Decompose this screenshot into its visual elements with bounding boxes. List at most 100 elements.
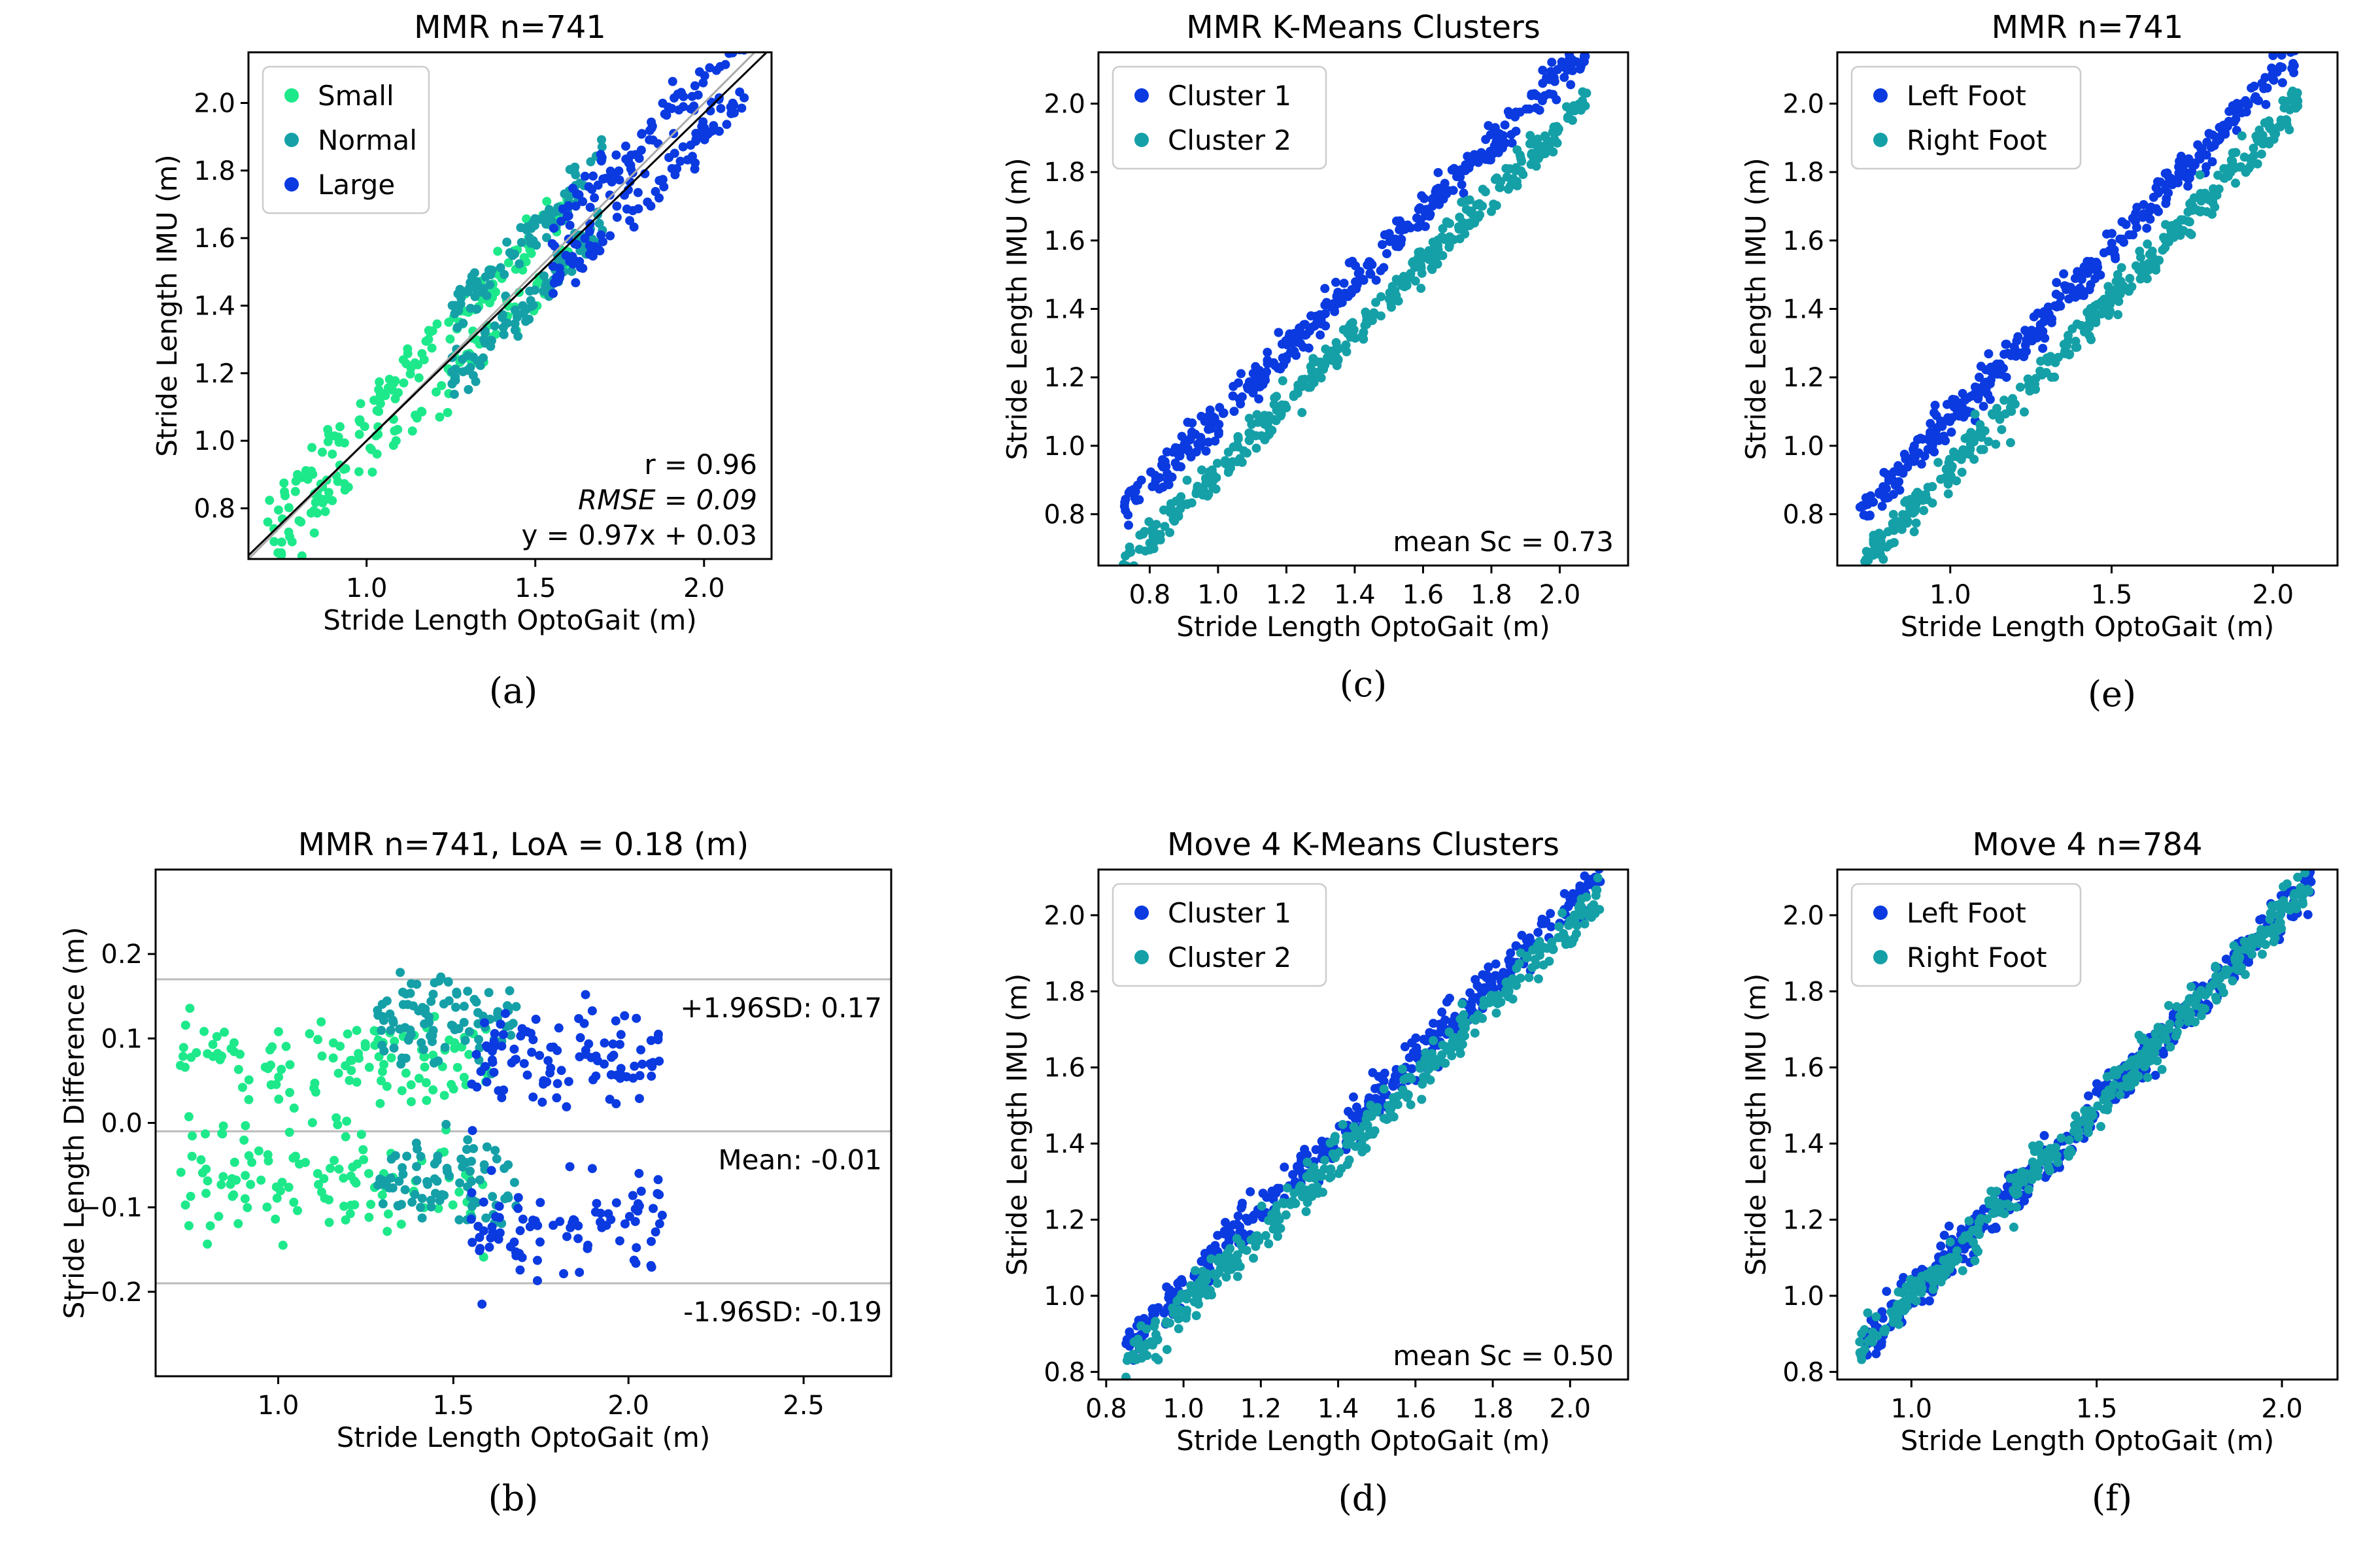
data-point	[526, 239, 536, 248]
data-point	[1512, 181, 1522, 191]
data-point	[1338, 1119, 1348, 1129]
data-point	[664, 152, 674, 162]
data-point	[1199, 1279, 1209, 1289]
data-point	[1438, 224, 1448, 233]
data-point	[2009, 1223, 2018, 1232]
data-point	[2011, 1179, 2021, 1189]
data-point	[2195, 170, 2205, 180]
data-point	[548, 288, 558, 298]
data-point	[1302, 1157, 1312, 1167]
data-point	[435, 412, 445, 422]
data-point	[565, 220, 575, 230]
y-tick-label: 1.4	[1044, 295, 1085, 325]
data-point	[1957, 467, 1967, 477]
data-point	[1533, 974, 1543, 984]
data-point	[1389, 1076, 1399, 1086]
data-point	[233, 1064, 243, 1074]
data-point	[541, 281, 551, 291]
data-point	[455, 1178, 465, 1188]
data-point	[2013, 331, 2023, 341]
data-point	[1182, 475, 1192, 485]
data-point	[188, 1131, 197, 1141]
data-point	[1457, 999, 1467, 1009]
data-point	[2207, 209, 2217, 219]
data-point	[1214, 1253, 1224, 1263]
data-point	[505, 986, 515, 996]
data-point	[728, 52, 738, 58]
data-point	[707, 126, 717, 135]
data-point	[2282, 879, 2292, 889]
data-point	[406, 1080, 416, 1090]
data-point	[1297, 382, 1306, 392]
data-point	[285, 1060, 295, 1070]
data-point	[1429, 1036, 1438, 1045]
data-point	[2125, 273, 2135, 283]
data-point	[1992, 1187, 2001, 1196]
data-point	[622, 1072, 632, 1081]
reference-label: Mean: -0.01	[718, 1143, 882, 1176]
data-point	[436, 972, 446, 982]
data-point	[426, 996, 436, 1006]
data-point	[1500, 120, 1510, 130]
data-point	[273, 505, 283, 515]
data-point	[1352, 1131, 1361, 1141]
axes-frame	[1097, 868, 1629, 1381]
data-point	[579, 1019, 589, 1028]
data-point	[670, 170, 680, 180]
data-point	[1945, 1237, 1955, 1247]
data-point	[1857, 1349, 1867, 1359]
data-point	[1119, 571, 1128, 581]
y-tick-label: 0.8	[1044, 1357, 1085, 1387]
data-point	[430, 1159, 439, 1169]
data-point	[2135, 252, 2145, 262]
data-point	[1491, 1008, 1501, 1018]
data-point	[493, 1009, 503, 1019]
data-point	[651, 1227, 660, 1237]
data-point	[612, 1070, 622, 1080]
data-point	[1992, 403, 2002, 413]
data-point	[1923, 483, 1933, 492]
data-point	[2286, 35, 2296, 44]
data-point	[629, 222, 639, 232]
data-point	[487, 1055, 497, 1065]
data-point	[435, 1196, 445, 1206]
data-point	[1236, 369, 1246, 379]
y-tick-label: 1.0	[1782, 1281, 1824, 1312]
y-tick-label: −0.2	[79, 1278, 143, 1308]
y-tick-label: 2.0	[194, 89, 235, 119]
data-point	[1214, 427, 1223, 437]
data-point	[2005, 1202, 2015, 1211]
data-point	[1888, 490, 1898, 500]
x-tick-label: 2.0	[607, 1391, 649, 1421]
data-point	[2071, 1111, 2081, 1121]
data-point	[1351, 277, 1361, 287]
data-point	[647, 121, 657, 131]
data-point	[2102, 229, 2112, 239]
legend-label: Cluster 2	[1168, 124, 1291, 156]
x-axis-label: Stride Length OptoGait (m)	[323, 604, 696, 636]
data-point	[1365, 258, 1375, 267]
data-point	[1288, 1170, 1298, 1179]
y-tick-label: 1.6	[1044, 1053, 1085, 1083]
y-tick-label: 1.6	[1782, 1053, 1824, 1083]
data-point	[266, 1080, 276, 1090]
data-point	[1490, 123, 1500, 133]
data-point	[1964, 1233, 1973, 1243]
data-point	[347, 1055, 357, 1065]
data-point	[2215, 974, 2225, 983]
data-point	[2186, 982, 2196, 992]
data-point	[1988, 1208, 1998, 1218]
data-point	[377, 1040, 387, 1050]
data-point	[507, 250, 517, 260]
data-point	[2228, 148, 2237, 158]
data-point	[2241, 96, 2251, 106]
data-point	[2258, 139, 2268, 149]
data-point	[1979, 445, 1988, 454]
data-point	[1882, 542, 1892, 552]
data-point	[734, 16, 743, 25]
data-point	[1508, 174, 1518, 184]
data-point	[1535, 936, 1544, 946]
data-point	[2142, 274, 2152, 284]
data-point	[2126, 1070, 2136, 1080]
data-point	[1321, 297, 1331, 307]
